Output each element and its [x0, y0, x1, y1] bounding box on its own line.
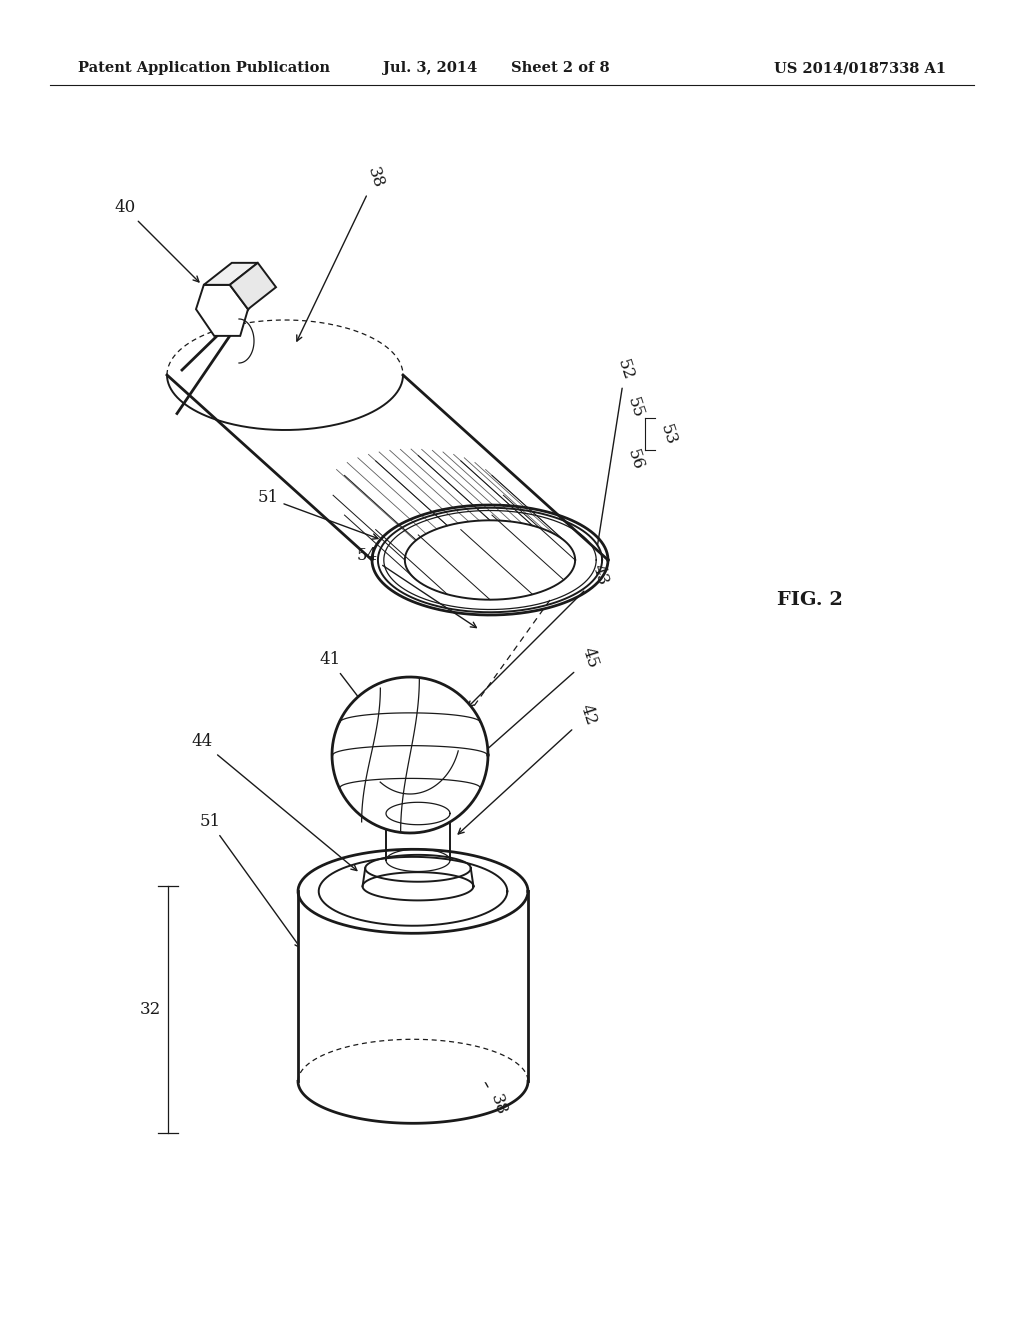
- Text: FIG. 2: FIG. 2: [777, 591, 843, 609]
- Polygon shape: [229, 263, 276, 309]
- Text: US 2014/0187338 A1: US 2014/0187338 A1: [774, 61, 946, 75]
- Text: 32: 32: [139, 1002, 161, 1018]
- Text: 40: 40: [115, 199, 199, 282]
- Text: 55: 55: [624, 396, 646, 421]
- Polygon shape: [196, 285, 248, 335]
- Text: 38: 38: [297, 165, 386, 341]
- Text: Jul. 3, 2014: Jul. 3, 2014: [383, 61, 477, 75]
- Polygon shape: [298, 891, 528, 1081]
- Text: 41: 41: [319, 652, 392, 742]
- Text: 43: 43: [468, 562, 611, 708]
- Text: 53: 53: [656, 422, 679, 447]
- Text: 38: 38: [470, 1055, 509, 1118]
- Text: 51: 51: [257, 490, 378, 539]
- Text: 54: 54: [356, 546, 476, 627]
- Text: 44: 44: [191, 734, 357, 870]
- Text: 51: 51: [200, 813, 300, 948]
- Text: 56: 56: [624, 447, 646, 473]
- Circle shape: [332, 677, 488, 833]
- Text: Sheet 2 of 8: Sheet 2 of 8: [511, 61, 609, 75]
- Polygon shape: [204, 263, 258, 285]
- Text: Patent Application Publication: Patent Application Publication: [78, 61, 330, 75]
- Text: 45: 45: [478, 645, 601, 758]
- Text: 52: 52: [598, 358, 636, 545]
- Text: 42: 42: [458, 702, 599, 834]
